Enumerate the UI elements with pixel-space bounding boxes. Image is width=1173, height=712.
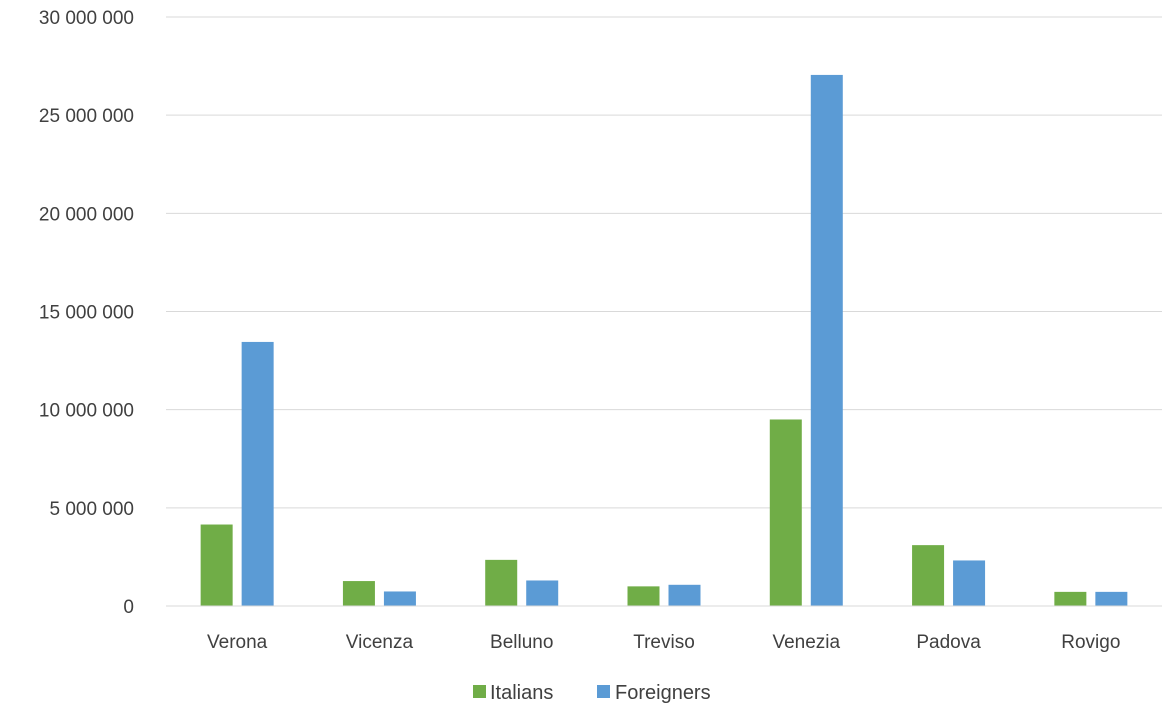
y-tick-label: 5 000 000 [49,499,134,520]
x-tick-label: Belluno [490,632,553,653]
bar-italians-rovigo [1054,591,1087,606]
x-tick-label: Vicenza [346,632,414,653]
x-tick-label: Treviso [633,632,695,653]
bar-italians-treviso [627,586,660,606]
bar-foreigners-treviso [668,584,701,606]
bar-italians-verona [200,524,233,606]
legend-label-italians: Italians [490,682,553,704]
y-tick-label: 20 000 000 [39,204,134,225]
x-tick-label: Padova [916,632,981,653]
legend-swatch-italians [473,685,486,698]
bar-italians-belluno [485,559,518,606]
bar-foreigners-vicenza [383,591,416,606]
y-tick-label: 15 000 000 [39,303,134,324]
bar-foreigners-verona [241,341,274,606]
bar-foreigners-venezia [810,74,843,606]
bar-foreigners-belluno [526,580,559,606]
bar-foreigners-padova [953,560,986,606]
bar-italians-venezia [769,419,802,606]
y-tick-label: 30 000 000 [39,8,134,29]
legend-swatch-foreigners [597,685,610,698]
x-tick-label: Venezia [772,632,840,653]
y-tick-label: 10 000 000 [39,401,134,422]
y-tick-label: 0 [123,597,134,618]
bar-foreigners-rovigo [1095,591,1128,606]
y-axis-tick-labels: 0 5 000 000 10 000 000 15 000 000 20 000 000… [39,8,134,618]
legend-label-foreigners: Foreigners [615,682,711,704]
x-tick-label: Rovigo [1061,632,1120,653]
bar-italians-vicenza [342,581,375,606]
legend: Italians Foreigners [473,682,711,704]
bars [200,74,1128,606]
x-tick-label: Verona [207,632,268,653]
x-axis-tick-labels: Verona Vicenza Belluno Treviso Venezia Padova… [207,632,1120,653]
y-tick-label: 25 000 000 [39,106,134,127]
bar-italians-padova [912,545,945,606]
gridlines [166,16,1162,509]
